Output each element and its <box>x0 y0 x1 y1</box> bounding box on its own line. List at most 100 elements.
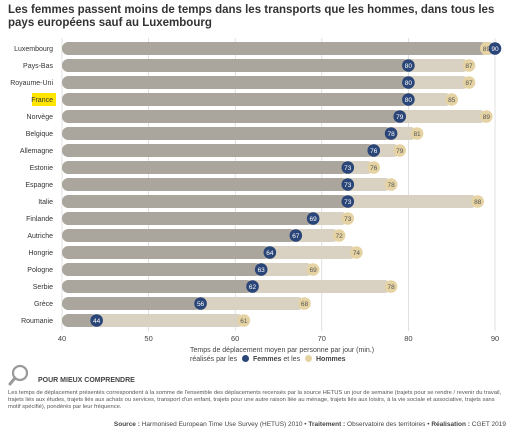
men-value-label: 88 <box>474 199 482 206</box>
women-dot <box>393 110 407 123</box>
bars: 89 90878087808580897981787976767378738873… <box>62 42 502 327</box>
treatment-label: Traitement : <box>308 421 346 428</box>
magnifier-icon <box>8 364 29 386</box>
women-dot <box>194 297 207 310</box>
men-value-label: 79 <box>396 148 404 155</box>
bar-women <box>62 195 348 208</box>
men-dot <box>471 195 484 208</box>
women-dot <box>254 263 268 276</box>
bar-women <box>62 297 201 310</box>
bar-women <box>62 59 409 72</box>
men-dot <box>306 263 320 276</box>
men-dot <box>237 314 251 327</box>
women-dot <box>263 246 277 259</box>
women-dot <box>384 127 398 140</box>
bar-men <box>62 314 244 327</box>
women-value-label: 56 <box>197 301 205 308</box>
men-dot <box>393 144 407 157</box>
women-value-label: 63 <box>258 267 266 274</box>
men-dot <box>350 246 363 259</box>
women-dot <box>402 59 415 72</box>
axis-legend: Temps de déplacement moyen par personne … <box>190 346 374 364</box>
source-line: Source : Harmonised European Time Use Su… <box>113 421 506 428</box>
men-value-label: 72 <box>336 233 344 240</box>
women-value-label: 73 <box>344 199 352 206</box>
country-label: Serbie <box>33 284 53 291</box>
women-dot <box>402 93 415 106</box>
men-value-label: 87 <box>465 63 473 70</box>
women-dot <box>246 280 259 293</box>
women-value-label: 80 <box>405 97 413 104</box>
women-value-label: 64 <box>266 250 274 257</box>
women-value-label: 44 <box>93 318 101 325</box>
women-dot <box>488 42 502 55</box>
country-label: France <box>31 97 53 104</box>
x-tick-label: 50 <box>144 334 152 343</box>
men-value-label: 81 <box>413 131 421 138</box>
highlight-box <box>32 93 56 106</box>
women-value-label: 73 <box>344 165 352 172</box>
understand-title: POUR MIEUX COMPRENDRE <box>38 377 135 384</box>
men-value-label: 61 <box>240 318 248 325</box>
x-tick-label: 60 <box>231 334 239 343</box>
men-value-label: 78 <box>387 284 395 291</box>
bar-women <box>62 212 314 225</box>
men-value-label: 89 <box>483 46 491 53</box>
country-labels: Luxembourg Pays-Bas Royaume-Uni France Norvè… <box>10 46 53 325</box>
country-label: Espagne <box>25 182 53 189</box>
men-dot <box>480 110 493 123</box>
country-label: Belgique <box>26 131 53 138</box>
men-dot <box>341 212 355 225</box>
x-tick-label: 40 <box>58 334 66 343</box>
men-value-label: 74 <box>353 250 361 257</box>
women-value-label: 67 <box>292 233 300 240</box>
women-dot <box>306 212 320 225</box>
men-value-label: 87 <box>465 80 473 87</box>
chart-title: Les femmes passent moins de temps dans l… <box>8 4 495 29</box>
women-value-label: 78 <box>387 131 395 138</box>
men-value-label: 68 <box>301 301 309 308</box>
country-label: Pays-Bas <box>23 63 53 70</box>
legend-and: et les <box>283 356 301 363</box>
bar-chart: 89 90878087808580897981787976767378738873… <box>10 38 502 343</box>
x-tick-label: 70 <box>318 334 326 343</box>
realisation-label: Réalisation : <box>431 421 470 428</box>
country-label: Finlande <box>26 216 53 223</box>
realisation-text: CGET 2019 <box>471 421 506 428</box>
x-tick-label: 80 <box>404 334 412 343</box>
men-dot <box>298 297 311 310</box>
women-dot <box>341 161 355 174</box>
men-value-label: 85 <box>448 97 456 104</box>
explanation-text: Les temps de déplacement présentés corre… <box>8 390 502 410</box>
women-dot <box>90 314 103 327</box>
country-label: Hongrie <box>28 250 53 257</box>
x-tick-label: 90 <box>491 334 499 343</box>
country-label: Italie <box>38 199 53 206</box>
country-label: Grèce <box>34 301 53 308</box>
women-value-label: 76 <box>370 148 378 155</box>
legend-men-dot <box>305 355 313 362</box>
men-dot <box>480 42 493 55</box>
men-dot <box>367 161 381 174</box>
women-value-label: 80 <box>405 80 413 87</box>
men-value-label: 69 <box>310 267 318 274</box>
men-value-label: 73 <box>344 216 352 223</box>
men-dot <box>462 59 476 72</box>
x-axis-label: Temps de déplacement moyen par personne … <box>190 347 375 354</box>
women-value-label: 79 <box>396 114 404 121</box>
women-dot <box>289 229 303 242</box>
legend-men-label: Hommes <box>315 356 346 363</box>
men-dot <box>445 93 459 106</box>
bar-women <box>62 127 392 140</box>
country-label: Roumanie <box>21 318 53 325</box>
highlight-layer <box>32 93 56 106</box>
women-value-label: 90 <box>491 46 499 53</box>
country-label: Royaume-Uni <box>10 80 53 87</box>
bar-women <box>62 229 296 242</box>
men-dot <box>384 178 398 191</box>
legend-women-label: Femmes <box>252 356 282 363</box>
women-dot <box>367 144 381 157</box>
men-dot <box>384 280 398 293</box>
men-value-label: 89 <box>483 114 491 121</box>
men-dot <box>332 229 346 242</box>
